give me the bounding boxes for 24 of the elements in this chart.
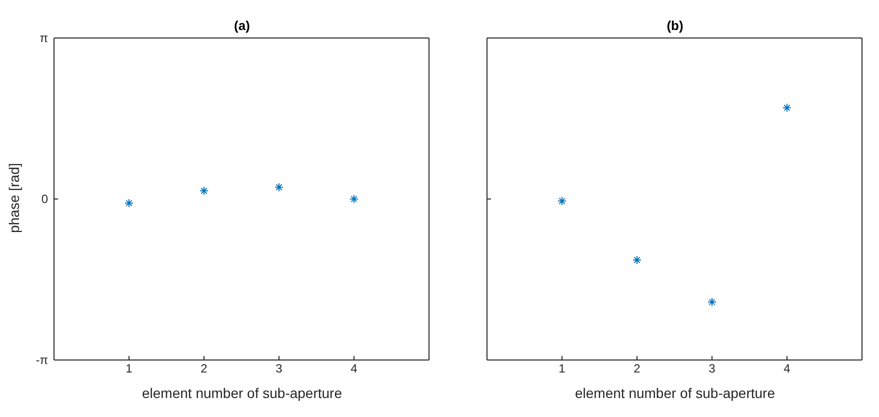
point (558, 196, 566, 206)
y-axis-title: phase [rad] (6, 161, 22, 235)
point (274, 182, 284, 192)
x-tick-label: 3 (276, 362, 283, 376)
point (632, 255, 642, 264)
chart-title: (b) (666, 18, 684, 33)
x-tick-label: 4 (784, 362, 791, 376)
x-tick-label: 3 (708, 362, 716, 376)
x-axis-title: element number of sub-aperture (574, 385, 776, 401)
x-tick-label: 2 (634, 362, 641, 376)
point (782, 103, 792, 112)
x-axis-title: element number of sub-aperture (141, 385, 343, 401)
x-tick-label: 2 (200, 362, 208, 376)
y-tick-label: π (40, 31, 48, 45)
x-tick-label: 1 (126, 362, 133, 376)
point (200, 186, 208, 196)
point (708, 298, 716, 307)
chart-title: (a) (233, 18, 251, 33)
point (350, 194, 358, 204)
y-tick-label: -π (36, 353, 48, 367)
point (124, 198, 134, 208)
x-tick-label: 4 (350, 362, 358, 376)
y-tick-label: 0 (41, 192, 48, 206)
x-tick-label: 1 (558, 362, 566, 376)
